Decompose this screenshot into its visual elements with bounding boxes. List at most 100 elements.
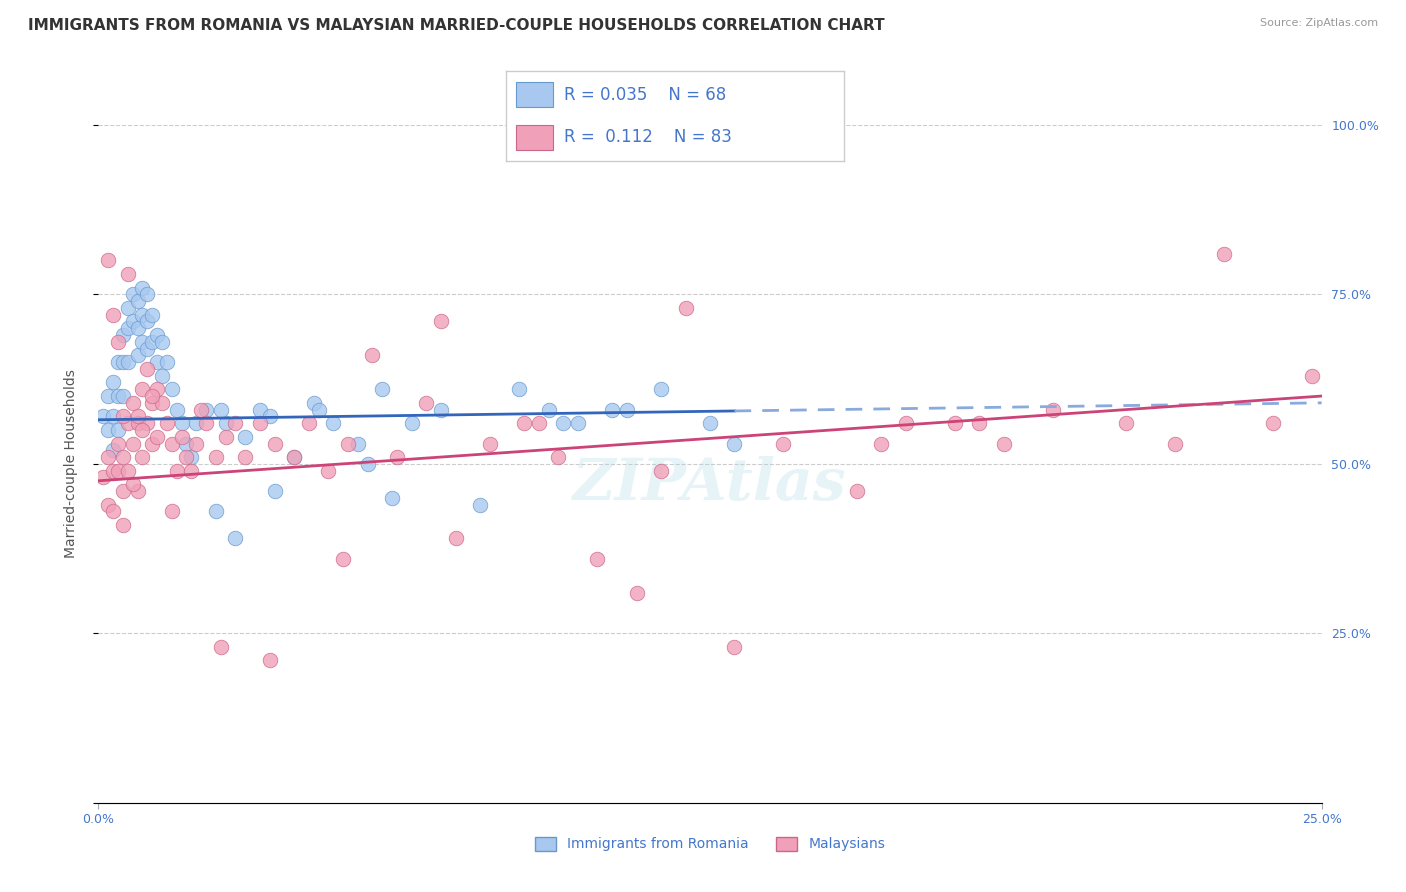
- Point: [1115, 416, 1137, 430]
- Point: [117, 321, 139, 335]
- Point: [993, 436, 1015, 450]
- Point: [214, 416, 236, 430]
- Point: [117, 267, 139, 281]
- Point: [97, 389, 120, 403]
- Point: [586, 551, 609, 566]
- FancyBboxPatch shape: [516, 82, 554, 107]
- Point: [150, 368, 173, 383]
- Point: [97, 253, 120, 268]
- Point: [107, 389, 129, 403]
- Point: [468, 498, 491, 512]
- Point: [772, 436, 794, 450]
- Point: [209, 402, 232, 417]
- Point: [430, 314, 453, 328]
- Point: [894, 416, 917, 430]
- Point: [150, 334, 173, 349]
- Point: [111, 450, 134, 464]
- Point: [675, 301, 697, 315]
- Point: [107, 436, 129, 450]
- Point: [160, 436, 183, 450]
- Point: [180, 450, 202, 464]
- Point: [150, 396, 173, 410]
- Point: [224, 532, 246, 546]
- Point: [381, 491, 404, 505]
- Point: [650, 382, 672, 396]
- Point: [527, 416, 550, 430]
- Point: [141, 389, 163, 403]
- Point: [107, 355, 129, 369]
- Point: [136, 416, 159, 430]
- Point: [131, 450, 153, 464]
- Point: [336, 436, 359, 450]
- Point: [283, 450, 305, 464]
- Point: [224, 416, 246, 430]
- Point: [249, 402, 271, 417]
- Point: [141, 396, 163, 410]
- Point: [259, 653, 281, 667]
- Point: [650, 464, 672, 478]
- Point: [478, 436, 501, 450]
- Point: [249, 416, 271, 430]
- Point: [513, 416, 536, 430]
- Point: [259, 409, 281, 424]
- Point: [117, 355, 139, 369]
- Point: [385, 450, 408, 464]
- Point: [131, 280, 153, 294]
- Point: [967, 416, 990, 430]
- Point: [361, 348, 384, 362]
- Point: [141, 334, 163, 349]
- Point: [101, 308, 124, 322]
- Point: [302, 396, 325, 410]
- Point: [107, 423, 129, 437]
- Point: [101, 376, 124, 390]
- Point: [160, 382, 183, 396]
- Point: [101, 409, 124, 424]
- Point: [170, 416, 193, 430]
- Point: [91, 470, 114, 484]
- Point: [298, 416, 321, 430]
- Point: [626, 585, 648, 599]
- Point: [101, 443, 124, 458]
- Point: [101, 464, 124, 478]
- Point: [547, 450, 569, 464]
- Point: [553, 416, 575, 430]
- Point: [870, 436, 893, 450]
- Point: [1301, 368, 1323, 383]
- Point: [136, 314, 159, 328]
- Point: [723, 640, 745, 654]
- Point: [146, 355, 169, 369]
- Point: [131, 334, 153, 349]
- Point: [401, 416, 423, 430]
- Point: [318, 464, 340, 478]
- Point: [322, 416, 344, 430]
- Point: [176, 450, 198, 464]
- Point: [127, 321, 149, 335]
- Point: [111, 483, 134, 498]
- Point: [205, 450, 228, 464]
- Point: [263, 436, 285, 450]
- Point: [283, 450, 305, 464]
- Point: [101, 504, 124, 518]
- Point: [567, 416, 589, 430]
- Point: [141, 308, 163, 322]
- Point: [131, 308, 153, 322]
- Point: [415, 396, 437, 410]
- Point: [1042, 402, 1064, 417]
- Point: [97, 498, 120, 512]
- Point: [176, 436, 198, 450]
- Point: [146, 430, 169, 444]
- Point: [136, 287, 159, 301]
- Point: [160, 504, 183, 518]
- Point: [214, 430, 236, 444]
- Point: [131, 423, 153, 437]
- Point: [121, 477, 143, 491]
- Point: [616, 402, 638, 417]
- Point: [263, 483, 285, 498]
- Point: [127, 348, 149, 362]
- Point: [166, 402, 188, 417]
- Point: [111, 409, 134, 424]
- Text: IMMIGRANTS FROM ROMANIA VS MALAYSIAN MARRIED-COUPLE HOUSEHOLDS CORRELATION CHART: IMMIGRANTS FROM ROMANIA VS MALAYSIAN MAR…: [28, 18, 884, 33]
- Point: [346, 436, 368, 450]
- Point: [209, 640, 232, 654]
- Point: [131, 382, 153, 396]
